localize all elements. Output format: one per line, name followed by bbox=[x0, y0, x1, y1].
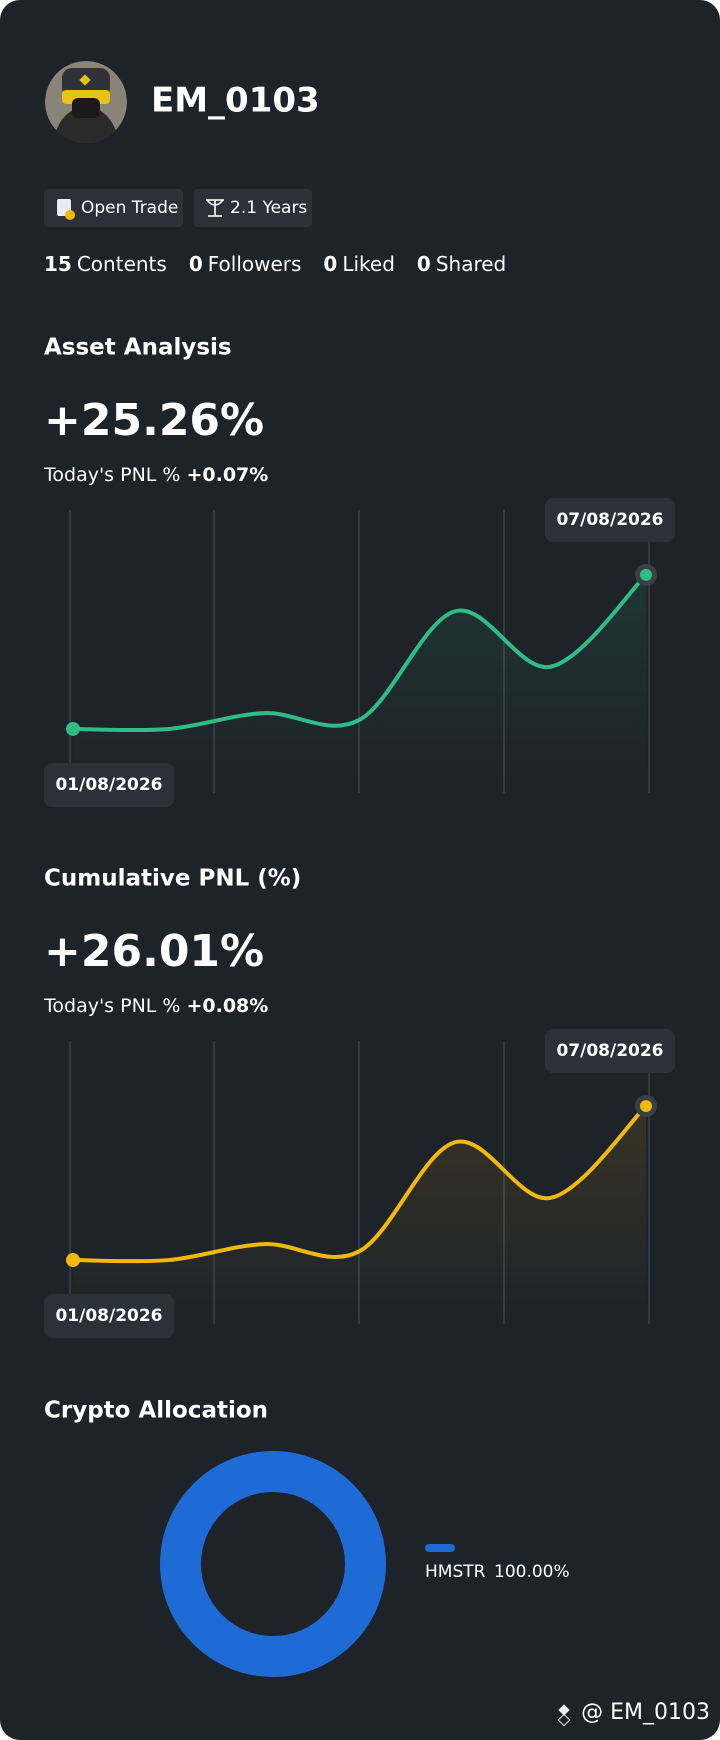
donut-slice bbox=[160, 1451, 386, 1677]
username: EM_0103 bbox=[151, 81, 320, 121]
stat-count: 0 bbox=[323, 252, 337, 276]
stat-count: 0 bbox=[417, 252, 431, 276]
headline-value: +26.01% bbox=[44, 926, 264, 977]
footer: @ EM_0103 bbox=[581, 1700, 710, 1725]
tag-label: Open Trade bbox=[81, 198, 178, 218]
today-pnl: Today's PNL % +0.08% bbox=[43, 995, 268, 1017]
section-title: Crypto Allocation bbox=[44, 1398, 268, 1424]
today-value: +0.08% bbox=[186, 995, 268, 1017]
tag-box bbox=[194, 189, 312, 227]
tag-box bbox=[44, 189, 183, 227]
section-title: Asset Analysis bbox=[44, 335, 232, 361]
start-point bbox=[66, 1253, 80, 1268]
date-badge bbox=[545, 1029, 675, 1073]
trophy-icon bbox=[206, 199, 224, 217]
legend-value: 100.00% bbox=[494, 1562, 570, 1582]
legend-swatch bbox=[425, 1544, 455, 1552]
stat-count: 0 bbox=[189, 252, 203, 276]
section-title: Cumulative PNL (%) bbox=[44, 866, 301, 892]
footer-icon bbox=[557, 1704, 571, 1727]
headline-value: +25.26% bbox=[44, 395, 264, 446]
stat-label: Contents bbox=[77, 252, 167, 276]
today-pnl: Today's PNL % +0.07% bbox=[43, 464, 268, 486]
date-badge bbox=[545, 498, 675, 542]
stat-count: 15 bbox=[44, 252, 72, 276]
legend-label: HMSTR bbox=[425, 1562, 486, 1582]
stats: 15 Contents 0 Followers 0 Liked 0 Shared bbox=[44, 252, 506, 276]
date-label: 07/08/2026 bbox=[556, 1041, 663, 1061]
stat-label: Shared bbox=[436, 252, 506, 276]
today-label: Today's PNL % bbox=[43, 995, 180, 1017]
start-point bbox=[66, 721, 80, 736]
date-label: 01/08/2026 bbox=[55, 1306, 162, 1326]
line bbox=[72, 573, 648, 733]
date-label: 01/08/2026 bbox=[55, 775, 162, 795]
line bbox=[72, 1104, 648, 1264]
avatar bbox=[45, 61, 127, 143]
today-value: +0.07% bbox=[186, 464, 268, 486]
tag-label: 2.1 Years bbox=[230, 198, 307, 218]
stat-label: Followers bbox=[208, 252, 302, 276]
area-fill bbox=[73, 574, 646, 793]
date-label: 07/08/2026 bbox=[556, 510, 663, 530]
stat-label: Liked bbox=[342, 252, 395, 276]
end-point bbox=[640, 568, 652, 581]
area-fill bbox=[73, 1106, 646, 1324]
trade-icon bbox=[57, 199, 75, 220]
date-badge bbox=[44, 1294, 174, 1338]
date-badge bbox=[44, 763, 174, 807]
end-point bbox=[640, 1100, 652, 1113]
today-label: Today's PNL % bbox=[43, 464, 180, 486]
